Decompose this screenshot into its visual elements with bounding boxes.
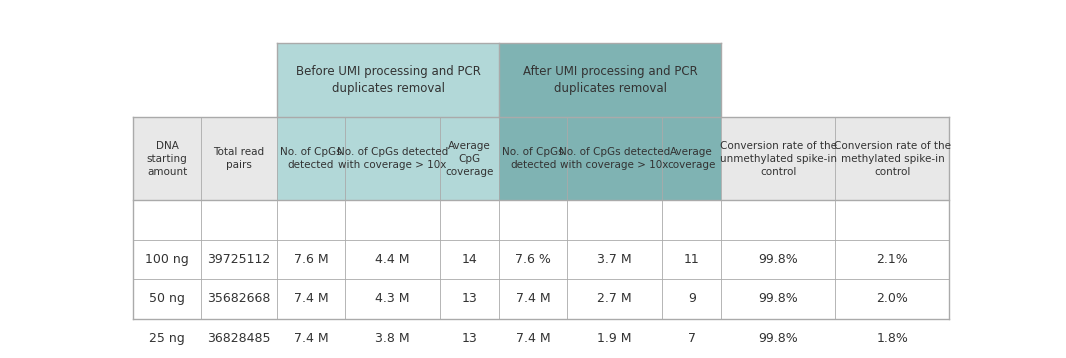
- Bar: [662, 279, 722, 319]
- Bar: [722, 43, 836, 117]
- Text: 1.9 M: 1.9 M: [597, 332, 632, 345]
- Text: 7: 7: [688, 332, 696, 345]
- Text: 7.4 M: 7.4 M: [293, 332, 328, 345]
- Bar: [277, 43, 344, 117]
- Bar: [201, 43, 277, 117]
- Bar: [201, 117, 277, 200]
- Text: 39725112: 39725112: [208, 253, 271, 266]
- Bar: [201, 240, 277, 279]
- Bar: [440, 279, 499, 319]
- Bar: [567, 279, 662, 319]
- Bar: [277, 240, 344, 279]
- Text: 2.7 M: 2.7 M: [597, 292, 632, 305]
- Bar: [836, 319, 950, 358]
- Bar: [344, 240, 440, 279]
- Text: 14: 14: [462, 253, 478, 266]
- Text: No. of CpGs detected
with coverage > 10x: No. of CpGs detected with coverage > 10x: [337, 147, 448, 170]
- Text: 2.1%: 2.1%: [876, 253, 908, 266]
- Text: 4.3 M: 4.3 M: [375, 292, 409, 305]
- Text: 99.8%: 99.8%: [759, 292, 798, 305]
- Bar: [662, 117, 722, 200]
- Bar: [567, 43, 662, 117]
- Text: No. of CpGs
detected: No. of CpGs detected: [502, 147, 564, 170]
- Bar: [567, 117, 662, 200]
- Bar: [133, 279, 201, 319]
- Text: Conversion rate of the
methylated spike-in
control: Conversion rate of the methylated spike-…: [834, 141, 951, 177]
- Text: 3.8 M: 3.8 M: [375, 332, 409, 345]
- Bar: [133, 319, 201, 358]
- Bar: [499, 319, 567, 358]
- Text: 25 ng: 25 ng: [149, 332, 185, 345]
- Bar: [662, 240, 722, 279]
- Bar: [440, 319, 499, 358]
- Bar: [836, 117, 950, 200]
- Bar: [201, 279, 277, 319]
- Bar: [836, 279, 950, 319]
- Bar: [567, 240, 662, 279]
- Bar: [344, 117, 440, 200]
- Bar: [662, 319, 722, 358]
- Text: 1.8%: 1.8%: [876, 332, 908, 345]
- Text: 7.4 M: 7.4 M: [516, 332, 550, 345]
- Text: Before UMI processing and PCR
duplicates removal: Before UMI processing and PCR duplicates…: [295, 65, 481, 95]
- Bar: [440, 117, 499, 200]
- Text: 9: 9: [688, 292, 696, 305]
- Bar: [277, 279, 344, 319]
- Bar: [133, 240, 201, 279]
- Bar: [499, 117, 567, 200]
- Text: 99.8%: 99.8%: [759, 332, 798, 345]
- Bar: [499, 43, 567, 117]
- Bar: [277, 117, 344, 200]
- Text: 13: 13: [462, 292, 478, 305]
- Bar: [344, 319, 440, 358]
- Text: Conversion rate of the
unmethylated spike-in
control: Conversion rate of the unmethylated spik…: [720, 141, 837, 177]
- Bar: [440, 240, 499, 279]
- Text: After UMI processing and PCR
duplicates removal: After UMI processing and PCR duplicates …: [523, 65, 698, 95]
- Text: 7.4 M: 7.4 M: [293, 292, 328, 305]
- Bar: [344, 43, 440, 117]
- Bar: [722, 319, 836, 358]
- Text: 35682668: 35682668: [207, 292, 271, 305]
- Text: Average
CpG
coverage: Average CpG coverage: [446, 141, 494, 177]
- Text: 7.6 M: 7.6 M: [293, 253, 328, 266]
- Text: DNA
starting
amount: DNA starting amount: [147, 141, 188, 177]
- Text: No. of CpGs detected
with coverage > 10x: No. of CpGs detected with coverage > 10x: [559, 147, 671, 170]
- Bar: [277, 319, 344, 358]
- Text: 36828485: 36828485: [207, 332, 271, 345]
- Bar: [567, 319, 662, 358]
- Text: 11: 11: [684, 253, 699, 266]
- Bar: [133, 117, 201, 200]
- Text: 7.4 M: 7.4 M: [516, 292, 550, 305]
- Text: 2.0%: 2.0%: [876, 292, 908, 305]
- Bar: [722, 240, 836, 279]
- Text: 100 ng: 100 ng: [145, 253, 189, 266]
- Bar: [344, 279, 440, 319]
- Text: 4.4 M: 4.4 M: [375, 253, 409, 266]
- Bar: [440, 43, 499, 117]
- Text: 99.8%: 99.8%: [759, 253, 798, 266]
- Text: 3.7 M: 3.7 M: [597, 253, 632, 266]
- Text: 50 ng: 50 ng: [149, 292, 185, 305]
- Bar: [201, 319, 277, 358]
- Text: Average
coverage: Average coverage: [667, 147, 716, 170]
- Text: No. of CpGs
detected: No. of CpGs detected: [280, 147, 342, 170]
- Bar: [133, 43, 201, 117]
- Text: Total read
pairs: Total read pairs: [213, 147, 264, 170]
- Bar: [499, 279, 567, 319]
- Bar: [836, 43, 950, 117]
- Text: 13: 13: [462, 332, 478, 345]
- Bar: [499, 240, 567, 279]
- Bar: [722, 279, 836, 319]
- Bar: [836, 240, 950, 279]
- Bar: [662, 43, 722, 117]
- Bar: [722, 117, 836, 200]
- Text: 7.6 %: 7.6 %: [515, 253, 551, 266]
